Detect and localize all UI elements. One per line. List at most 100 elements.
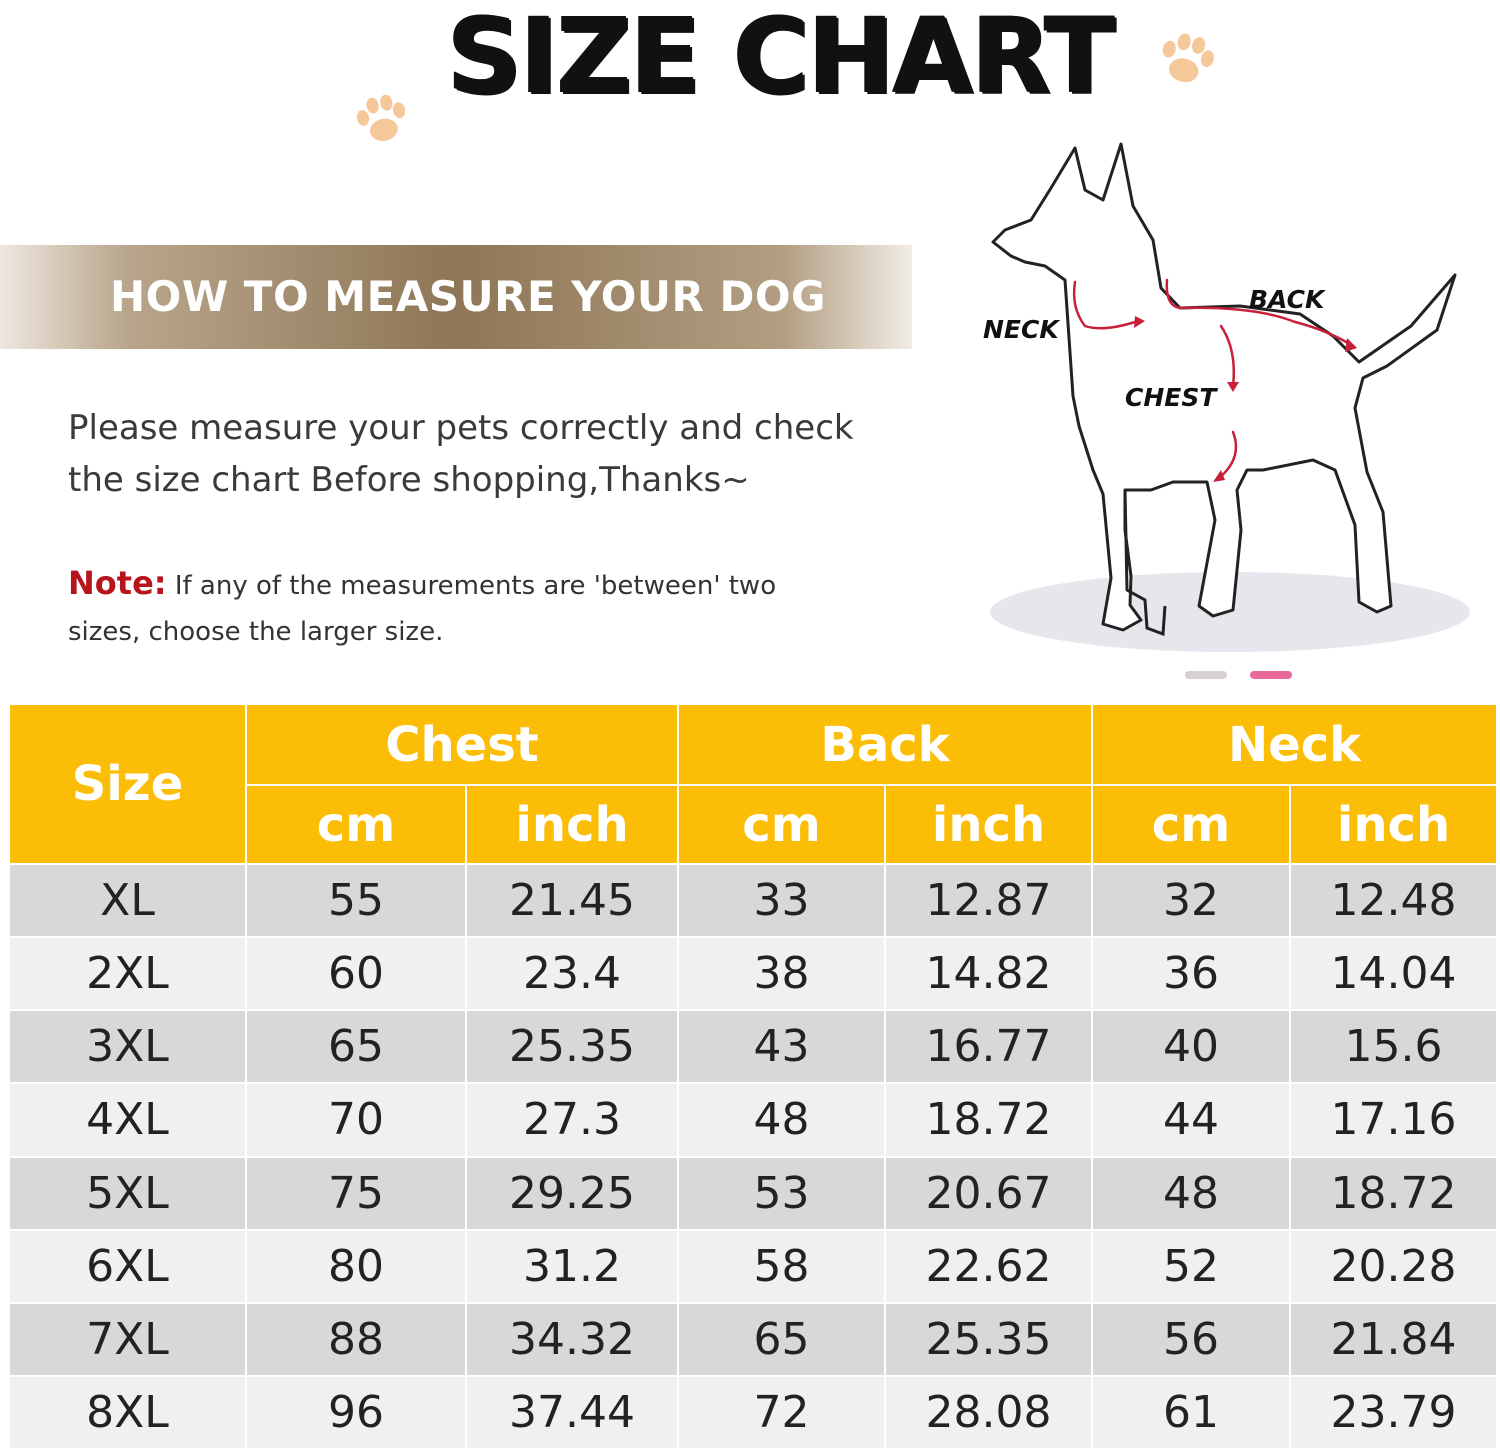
table-cell: 38 [679,938,884,1010]
table-cell: 72 [679,1376,884,1448]
table-row: 7XL 88 34.32 65 25.35 56 21.84 [10,1303,1497,1375]
table-cell: 16.77 [886,1011,1092,1083]
table-unit-row: cm inch cm inch cm inch [10,786,1497,863]
table-row: XL 55 21.45 33 12.87 32 12.48 [10,865,1497,937]
size-header: Size [10,705,245,863]
carousel-dot[interactable] [1185,671,1227,679]
table-row: 8XL 96 37.44 72 28.08 61 23.79 [10,1376,1497,1448]
paw-print-icon [356,94,406,141]
size-chart-table: Size Chest Back Neck cm inch cm inch cm … [8,703,1498,1450]
note-text: Note: If any of the measurements are 'be… [68,560,928,655]
dog-silhouette-icon [991,142,1457,632]
table-cell: 53 [679,1157,884,1229]
table-cell: 60 [247,938,465,1010]
table-cell: 40 [1093,1011,1290,1083]
table-cell: 56 [1093,1303,1290,1375]
table-cell: 48 [1093,1157,1290,1229]
table-cell: 22.62 [886,1230,1092,1302]
note-line: If any of the measurements are 'between'… [174,571,777,601]
neck-header: Neck [1093,705,1497,784]
table-cell: 65 [247,1011,465,1083]
table-cell: 52 [1093,1230,1290,1302]
neck-arrow-head [1134,316,1145,328]
table-cell: 65 [679,1303,884,1375]
unit-header: inch [1291,786,1497,863]
intro-text: Please measure your pets correctly and c… [68,402,928,506]
table-row: 3XL 65 25.35 43 16.77 40 15.6 [10,1011,1497,1083]
chest-label: CHEST [1125,383,1218,412]
back-label: BACK [1249,285,1326,314]
intro-line: Please measure your pets correctly and c… [68,408,854,448]
table-cell: 14.04 [1291,938,1497,1010]
table-cell: 75 [247,1157,465,1229]
table-cell: 18.72 [1291,1157,1497,1229]
table-cell: 37.44 [467,1376,677,1448]
table-cell: 80 [247,1230,465,1302]
table-cell: 28.08 [886,1376,1092,1448]
size-cell: 5XL [10,1157,245,1229]
table-header-row: Size Chest Back Neck [10,705,1497,863]
intro-line: the size chart Before shopping,Thanks~ [68,460,750,500]
table-cell: 20.67 [886,1157,1092,1229]
table-cell: 32 [1093,865,1290,937]
unit-header: inch [467,786,677,863]
size-cell: XL [10,865,245,937]
table-cell: 96 [247,1376,465,1448]
table-cell: 17.16 [1291,1084,1497,1156]
table-row: 5XL 75 29.25 53 20.67 48 18.72 [10,1157,1497,1229]
neck-measure-arrow [1072,280,1137,330]
note-label: Note: [68,564,167,602]
paw-print-icon [1162,33,1214,83]
page-title: SIZE CHART [446,0,1115,117]
table-cell: 29.25 [467,1157,677,1229]
size-cell: 2XL [10,938,245,1010]
measure-banner: HOW TO MEASURE YOUR DOG [0,245,912,349]
size-cell: 4XL [10,1084,245,1156]
table-cell: 61 [1093,1376,1290,1448]
table-cell: 21.45 [467,865,677,937]
neck-label: NECK [983,315,1060,344]
table-cell: 48 [679,1084,884,1156]
back-arrow-head [1345,338,1357,352]
unit-header: cm [247,786,465,863]
dog-leg-detail [1123,489,1167,637]
carousel-dot-active[interactable] [1250,671,1292,679]
dog-measurement-diagram: NECK BACK CHEST [983,142,1470,652]
chest-arrow-head [1213,470,1225,482]
table-cell: 23.79 [1291,1376,1497,1448]
unit-header: inch [886,786,1092,863]
table-cell: 21.84 [1291,1303,1497,1375]
unit-header: cm [1093,786,1290,863]
table-cell: 12.87 [886,865,1092,937]
table-cell: 36 [1093,938,1290,1010]
table-cell: 25.35 [467,1011,677,1083]
size-cell: 7XL [10,1303,245,1375]
table-cell: 20.28 [1291,1230,1497,1302]
back-header: Back [679,705,1092,784]
table-row: 2XL 60 23.4 38 14.82 36 14.04 [10,938,1497,1010]
table-cell: 43 [679,1011,884,1083]
back-measure-arrow [1165,278,1355,348]
banner-label: HOW TO MEASURE YOUR DOG [110,272,827,321]
table-cell: 31.2 [467,1230,677,1302]
table-cell: 27.3 [467,1084,677,1156]
table-cell: 88 [247,1303,465,1375]
table-cell: 44 [1093,1084,1290,1156]
chest-header: Chest [247,705,677,784]
table-cell: 33 [679,865,884,937]
unit-header: cm [679,786,884,863]
table-cell: 14.82 [886,938,1092,1010]
size-cell: 8XL [10,1376,245,1448]
size-cell: 6XL [10,1230,245,1302]
note-line: sizes, choose the larger size. [68,617,444,647]
table-cell: 70 [247,1084,465,1156]
table-row: 4XL 70 27.3 48 18.72 44 17.16 [10,1084,1497,1156]
size-cell: 3XL [10,1011,245,1083]
table-cell: 15.6 [1291,1011,1497,1083]
table-cell: 23.4 [467,938,677,1010]
table-cell: 34.32 [467,1303,677,1375]
table-row: 6XL 80 31.2 58 22.62 52 20.28 [10,1230,1497,1302]
table-cell: 12.48 [1291,865,1497,937]
table-cell: 18.72 [886,1084,1092,1156]
chest-arrow-head [1227,382,1239,392]
